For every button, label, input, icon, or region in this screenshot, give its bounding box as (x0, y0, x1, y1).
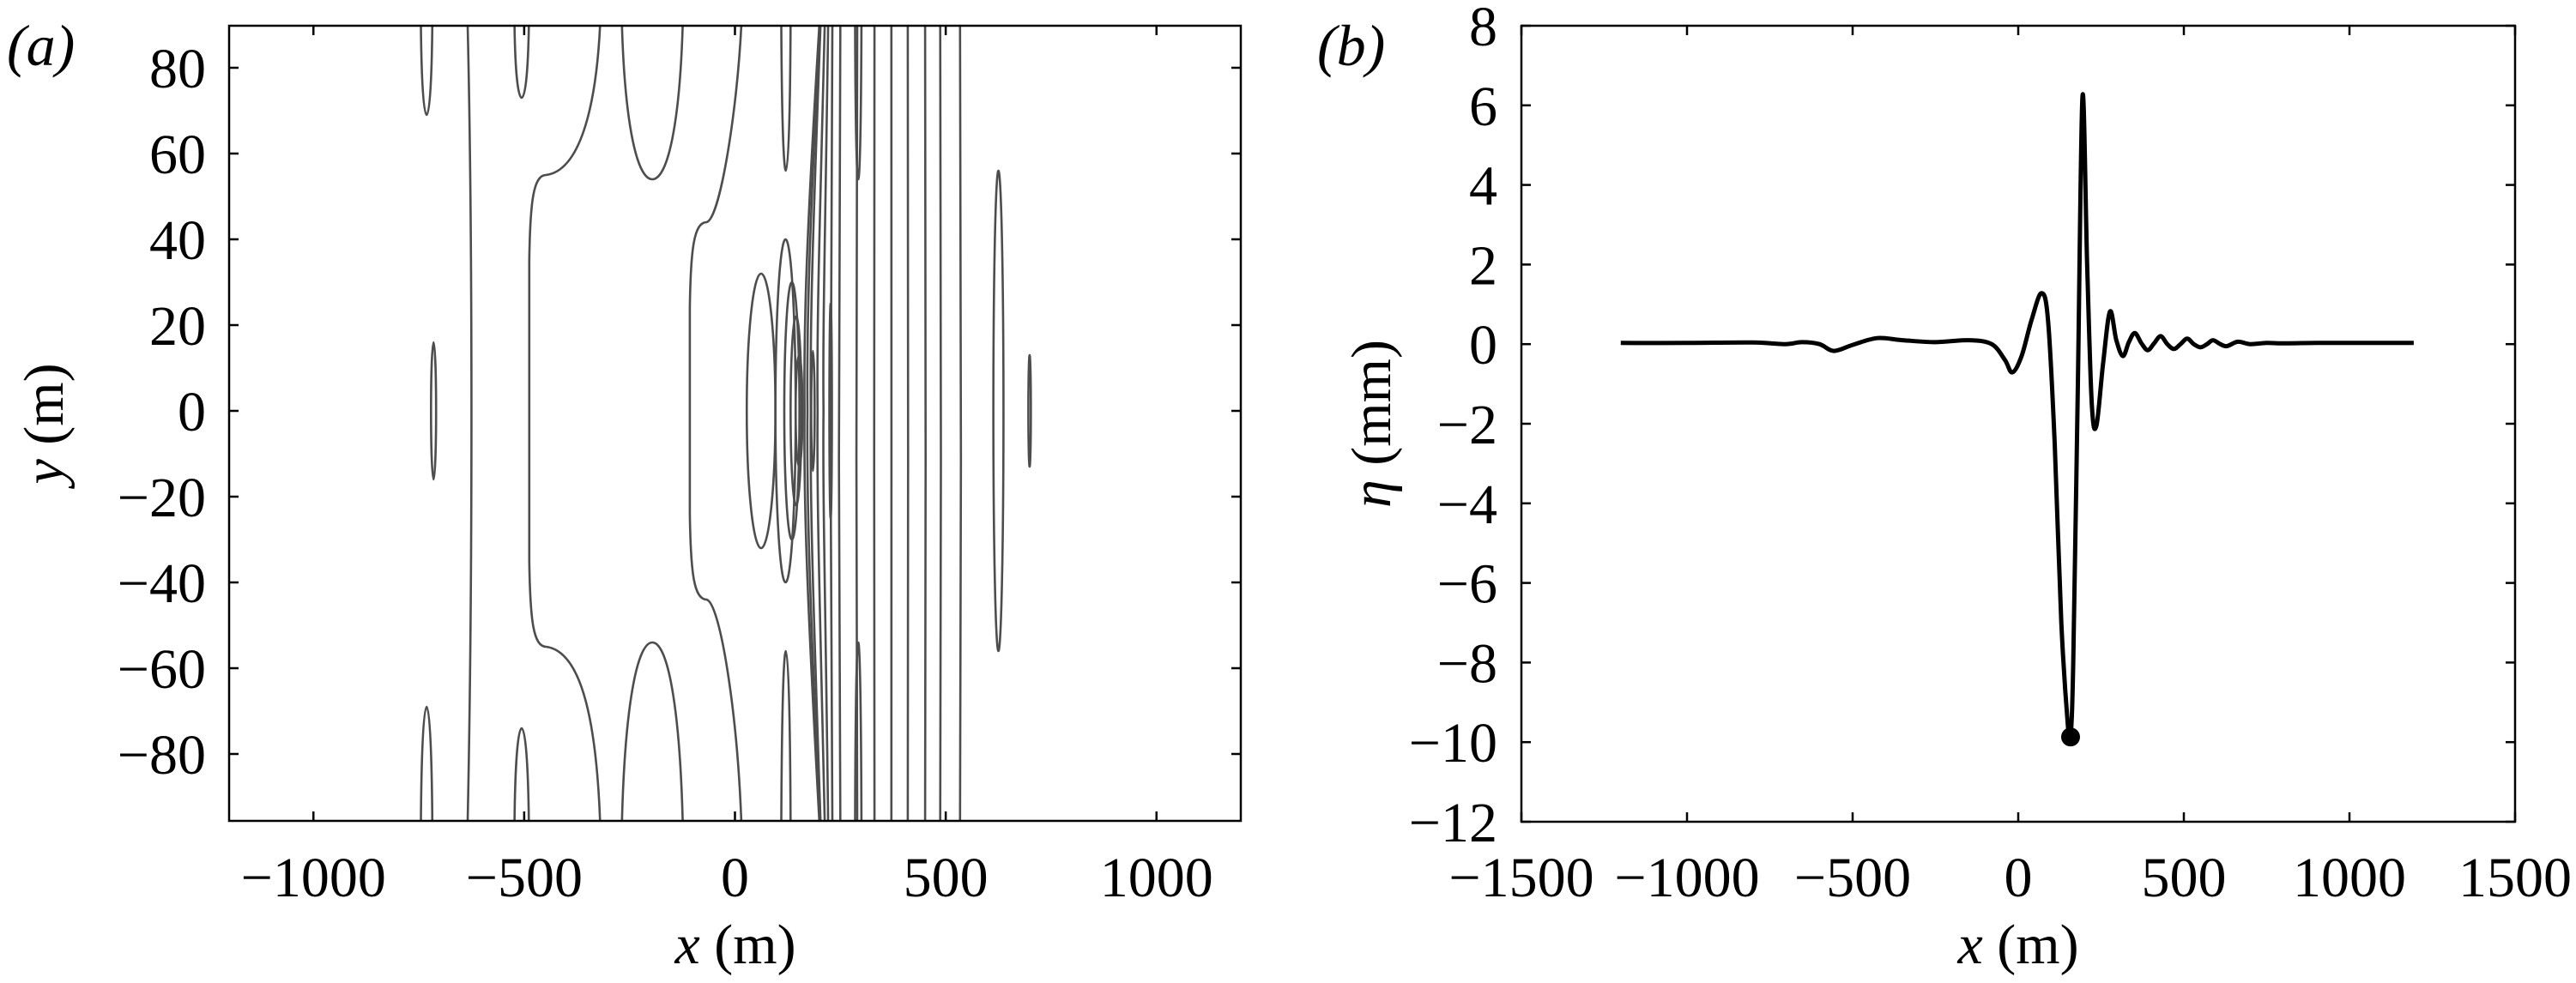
contour-ellipse (810, 349, 816, 473)
x-tick-label: −1500 (1448, 847, 1593, 909)
x-tick-label: 1500 (2458, 847, 2572, 909)
contour-line (939, 25, 942, 822)
y-tick-label: −40 (118, 552, 206, 615)
y-tick-label: −2 (1437, 394, 1497, 456)
y-tick-label: 2 (1469, 234, 1497, 297)
plot-b-frame (1520, 24, 2517, 823)
x-tick-label: −1000 (1614, 847, 1759, 909)
panel-b-label: (b) (1317, 13, 1385, 78)
contour-line (466, 25, 473, 822)
contour-lobe (513, 25, 530, 100)
y-tick-label: 20 (149, 295, 206, 358)
y-tick-label: 40 (149, 209, 206, 272)
contour-step-curve (688, 25, 743, 822)
contour-lobe (513, 727, 530, 822)
plot-a-frame (227, 24, 1243, 823)
y-axis-label: η (mm) (1340, 340, 1403, 508)
x-tick-label: 0 (2005, 847, 2033, 909)
y-tick-label: 0 (178, 381, 206, 443)
x-tick-label: −1000 (241, 847, 386, 909)
contour-line (816, 25, 826, 822)
contour-ellipse (1027, 353, 1032, 468)
trough-dot (2060, 727, 2080, 747)
contour-line (838, 25, 842, 822)
y-axis-label: y (m) (13, 363, 76, 489)
y-tick-label: −60 (118, 638, 206, 701)
y-tick-label: 80 (149, 38, 206, 100)
y-tick-label: −20 (118, 467, 206, 529)
x-tick-label: 500 (2142, 847, 2227, 909)
y-tick-label: 0 (1469, 314, 1497, 377)
contour-lobe (420, 25, 434, 117)
x-axis-label: x (m) (674, 914, 795, 976)
x-axis-ticks: −1500 −1000 −500 0 500 1000 1500 (1448, 26, 2572, 909)
x-tick-label: 1000 (1100, 847, 1213, 909)
x-tick-label: 1000 (2293, 847, 2406, 909)
x-axis-ticks: −1000 −500 0 500 1000 (241, 26, 1213, 909)
contour-line (806, 25, 821, 822)
y-tick-label: 4 (1469, 155, 1497, 218)
trough-marker (2060, 727, 2080, 747)
panel-a-label: (a) (7, 13, 75, 78)
y-tick-label: −12 (1409, 792, 1497, 854)
y-tick-label: 60 (149, 124, 206, 186)
y-tick-label: −80 (118, 724, 206, 787)
contour-lobe (420, 705, 434, 822)
contour-ellipse (992, 169, 1005, 653)
y-axis-ticks: 8 6 4 2 0 −2 −4 −6 −8 −10 −12 (1409, 0, 2515, 854)
x-tick-label: −500 (1794, 847, 1911, 909)
contour-ellipse (828, 302, 833, 520)
contour-lobe (854, 641, 863, 822)
y-tick-label: −4 (1437, 473, 1497, 536)
panel-b: (b) −1500 −1000 −500 0 500 1000 1500 8 6 4 2 0 −2 −4… (1317, 0, 2572, 976)
contour-lobe (620, 25, 684, 181)
contour-line (923, 25, 927, 822)
y-tick-label: 6 (1469, 75, 1497, 138)
x-axis-label: x (m) (1956, 914, 2078, 976)
eta-curve (1620, 92, 2414, 745)
y-tick-label: −8 (1437, 632, 1497, 695)
contour-ellipse (745, 272, 777, 550)
y-tick-label: 8 (1469, 0, 1497, 58)
contour-ellipse (794, 353, 804, 468)
panel-a: (a) −1000 −500 0 500 1000 80 60 40 20 0 −20 −40 −60… (7, 13, 1243, 976)
contour-line (822, 25, 830, 822)
contour-lobe (780, 25, 792, 172)
contour-line (803, 25, 821, 822)
contour-line (829, 25, 834, 822)
contour-ellipse (783, 280, 801, 541)
y-axis-ticks: 80 60 40 20 0 −20 −40 −60 −80 (118, 38, 1241, 787)
x-tick-label: 0 (721, 847, 749, 909)
x-tick-label: 500 (904, 847, 989, 909)
contour-ellipse (774, 238, 797, 584)
contour-line (958, 25, 963, 822)
contour-lines (420, 25, 1032, 822)
x-tick-label: −500 (466, 847, 583, 909)
y-tick-label: −10 (1409, 712, 1497, 775)
y-tick-label: −6 (1437, 553, 1497, 616)
contour-step-curve (528, 25, 602, 822)
contour-lobe (780, 649, 792, 822)
contour-ellipse (430, 341, 438, 481)
contour-lobe (854, 25, 863, 181)
contour-lobe (620, 641, 684, 822)
